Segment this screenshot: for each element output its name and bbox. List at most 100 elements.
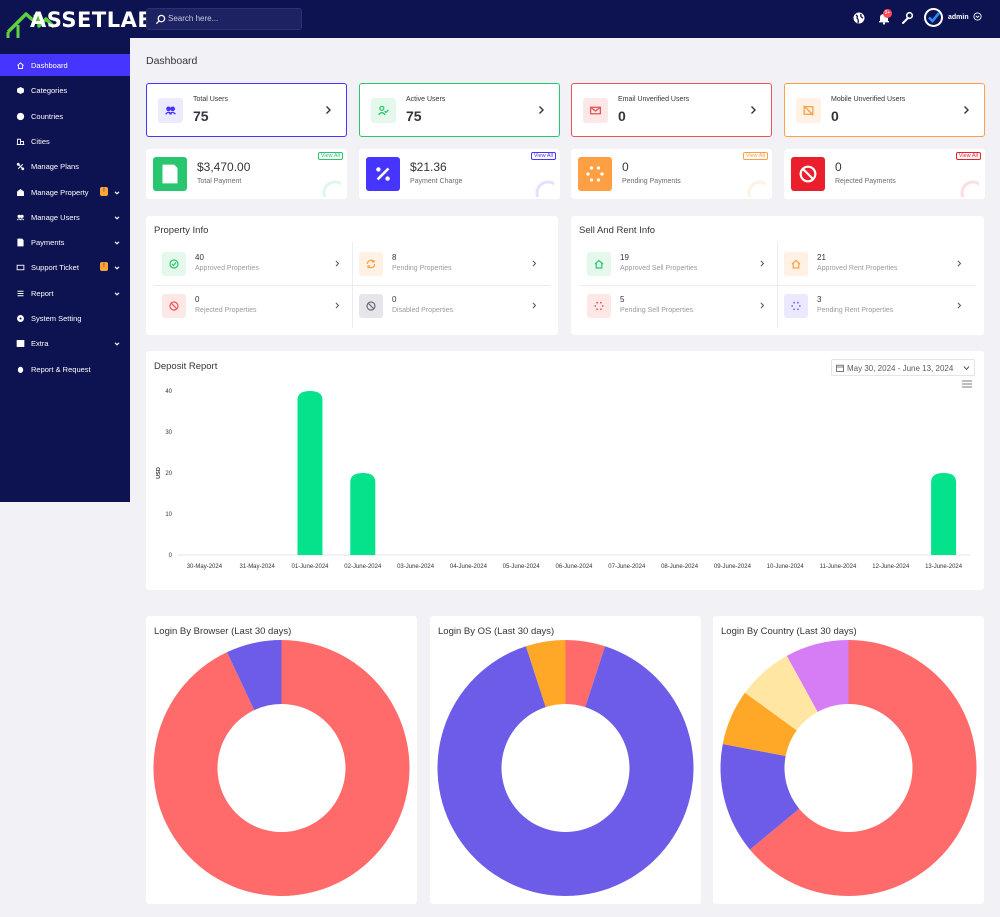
chevron-right-icon[interactable] bbox=[749, 105, 757, 115]
info-cell-approved-properties[interactable]: 40 Approved Properties bbox=[154, 244, 350, 284]
divider bbox=[579, 285, 976, 286]
chevron-down-icon[interactable] bbox=[113, 340, 121, 348]
spinner-icon bbox=[594, 301, 604, 311]
property-info-card: Property Info 40 Approved Properties 8 Pend… bbox=[146, 216, 558, 335]
info-cell-pending-properties[interactable]: 8 Pending Properties bbox=[351, 244, 547, 284]
donut-slice[interactable] bbox=[786, 640, 849, 712]
bar-01-June-2024[interactable] bbox=[297, 391, 323, 555]
sidebar-item-extra[interactable]: Extra bbox=[0, 332, 130, 354]
x-tick-label: 11-June-2024 bbox=[820, 564, 857, 570]
sidebar-item-cities[interactable]: Cities bbox=[0, 130, 130, 152]
users-icon bbox=[165, 106, 176, 115]
date-range-picker[interactable]: May 30, 2024 - June 13, 2024 bbox=[831, 359, 975, 376]
donut-slice[interactable] bbox=[749, 640, 977, 896]
info-cell-rejected-properties[interactable]: 0 Rejected Properties bbox=[154, 286, 350, 326]
view-all-link[interactable]: View All bbox=[530, 152, 556, 160]
globe-icon[interactable] bbox=[852, 11, 866, 25]
donut-slice[interactable] bbox=[565, 640, 606, 708]
chevron-down-icon[interactable] bbox=[113, 264, 121, 272]
payment-value: $3,470.00 bbox=[197, 160, 251, 174]
payment-label: Rejected Payments bbox=[835, 178, 896, 185]
chevron-down-icon[interactable] bbox=[113, 189, 121, 197]
spinner-icon bbox=[791, 301, 801, 311]
search-input[interactable]: Search here... bbox=[146, 8, 302, 30]
widget-mobile-unverified-users[interactable]: Mobile Unverified Users 0 bbox=[784, 83, 985, 137]
info-cell-disabled-properties[interactable]: 0 Disabled Properties bbox=[351, 286, 547, 326]
widget-total-users[interactable]: Total Users 75 bbox=[146, 83, 347, 137]
widget-value: 75 bbox=[406, 108, 422, 124]
chevron-right-icon[interactable] bbox=[531, 259, 537, 268]
info-label: Rejected Properties bbox=[195, 307, 257, 314]
info-cell-approved-sell-properties[interactable]: 19 Approved Sell Properties bbox=[579, 244, 775, 284]
donut-slice[interactable] bbox=[744, 655, 818, 731]
y-tick-label: 40 bbox=[165, 389, 172, 395]
sell-rent-info-title: Sell And Rent Info bbox=[579, 225, 656, 236]
widget-email-unverified-users[interactable]: Email Unverified Users 0 bbox=[571, 83, 772, 137]
donut-slice[interactable] bbox=[722, 692, 797, 757]
envelope-icon bbox=[589, 106, 602, 115]
chevron-right-icon[interactable] bbox=[956, 301, 962, 310]
sidebar-item-report-request[interactable]: Report & Request bbox=[0, 358, 130, 380]
chevron-right-icon[interactable] bbox=[324, 105, 332, 115]
calendar-icon bbox=[836, 364, 844, 372]
info-value: 0 bbox=[392, 295, 397, 304]
payment-widget-total-payment: $3,470.00 Total Payment View All bbox=[146, 149, 347, 199]
payment-value: 0 bbox=[835, 160, 842, 174]
donut-slice[interactable] bbox=[437, 646, 694, 896]
info-cell-pending-sell-properties[interactable]: 5 Pending Sell Properties bbox=[579, 286, 775, 326]
x-tick-label: 10-June-2024 bbox=[767, 564, 805, 570]
donut-slice[interactable] bbox=[525, 640, 566, 708]
sidebar-item-manage-plans[interactable]: Manage Plans bbox=[0, 155, 130, 177]
sidebar-item-dashboard[interactable]: Dashboard bbox=[0, 54, 130, 76]
brand-name[interactable]: ASSETLAB bbox=[30, 8, 154, 32]
donut-slice[interactable] bbox=[720, 744, 800, 850]
sidebar-item-categories[interactable]: Categories bbox=[0, 79, 130, 101]
sidebar-item-countries[interactable]: Countries bbox=[0, 105, 130, 127]
donut-slice[interactable] bbox=[153, 640, 410, 896]
info-value: 21 bbox=[817, 253, 826, 262]
view-all-link[interactable]: View All bbox=[317, 152, 343, 160]
chevron-right-icon[interactable] bbox=[962, 105, 970, 115]
info-cell-approved-rent-properties[interactable]: 21 Approved Rent Properties bbox=[776, 244, 972, 284]
chevron-right-icon[interactable] bbox=[531, 301, 537, 310]
home-icon bbox=[791, 259, 801, 269]
bar-13-June-2024[interactable] bbox=[931, 473, 957, 555]
chevron-right-icon[interactable] bbox=[334, 259, 340, 268]
sidebar-item-payments[interactable]: Payments bbox=[0, 231, 130, 253]
widget-active-users[interactable]: Active Users 75 bbox=[359, 83, 560, 137]
info-cell-pending-rent-properties[interactable]: 3 Pending Rent Properties bbox=[776, 286, 972, 326]
chevron-right-icon[interactable] bbox=[759, 259, 765, 268]
view-all-link[interactable]: View All bbox=[742, 152, 768, 160]
chevron-down-icon[interactable] bbox=[113, 239, 121, 247]
chevron-down-icon[interactable] bbox=[113, 214, 121, 222]
user-check-icon bbox=[378, 105, 389, 116]
ban-icon bbox=[366, 301, 376, 311]
wrench-icon[interactable] bbox=[900, 11, 914, 25]
view-all-link[interactable]: View All bbox=[955, 152, 981, 160]
menu-icon[interactable] bbox=[962, 380, 972, 388]
x-tick-label: 31-May-2024 bbox=[240, 564, 276, 570]
chevron-right-icon[interactable] bbox=[759, 301, 765, 310]
list-icon bbox=[17, 290, 24, 296]
x-tick-label: 13-June-2024 bbox=[925, 564, 963, 570]
y-tick-label: 30 bbox=[165, 430, 172, 436]
sidebar-item-report[interactable]: Report bbox=[0, 282, 130, 304]
chevron-right-icon[interactable] bbox=[537, 105, 545, 115]
sidebar-item-manage-users[interactable]: Manage Users bbox=[0, 206, 130, 228]
chevron-down-icon[interactable] bbox=[113, 290, 121, 298]
login-by-country-card: Login By Country (Last 30 days) bbox=[713, 616, 984, 904]
chevron-right-icon[interactable] bbox=[334, 301, 340, 310]
x-tick-label: 07-June-2024 bbox=[608, 564, 646, 570]
sidebar-item-system-setting[interactable]: System Setting bbox=[0, 307, 130, 329]
sidebar-item-support-ticket[interactable]: Support Ticket! bbox=[0, 256, 130, 278]
settings-icon bbox=[17, 315, 24, 322]
chevron-right-icon[interactable] bbox=[956, 259, 962, 268]
donut-slice[interactable] bbox=[227, 640, 282, 711]
user-name[interactable]: admin bbox=[948, 14, 969, 21]
top-navbar: ASSETLAB Search here... 9+ admin bbox=[0, 0, 1000, 40]
payment-icon-box bbox=[366, 157, 400, 191]
avatar[interactable] bbox=[924, 8, 943, 27]
chevron-down-icon[interactable] bbox=[973, 12, 982, 21]
bar-02-June-2024[interactable] bbox=[350, 473, 376, 555]
sidebar-item-manage-property[interactable]: Manage Property! bbox=[0, 181, 130, 203]
